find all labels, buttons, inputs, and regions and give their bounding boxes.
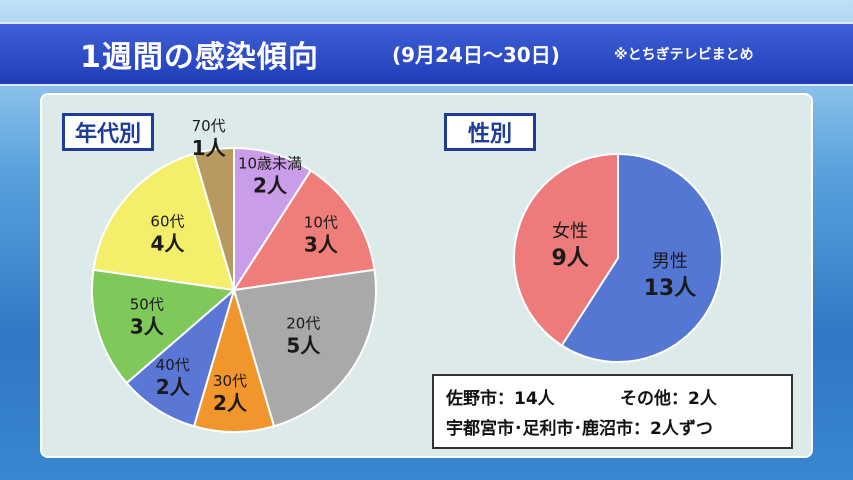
pie-value-label-0-3: 2人 (213, 391, 248, 415)
pie-value-label-0-0: 2人 (253, 174, 288, 198)
pie-value-label-1-1: 9人 (551, 246, 588, 271)
source-note: ※とちぎテレビまとめ (614, 47, 754, 63)
pie-value-label-0-7: 1人 (192, 136, 227, 160)
gender-chart-title: 性別 (444, 113, 536, 151)
pie-slice-0-3 (192, 286, 276, 433)
pie-slice-0-6 (92, 152, 236, 292)
pie-value-label-0-5: 3人 (130, 315, 165, 339)
pie-slice-0-1 (231, 169, 376, 292)
pie-slice-1-0 (560, 152, 723, 363)
pie-category-label-0-3: 30代 (213, 372, 247, 390)
pie-value-label-0-1: 3人 (304, 232, 339, 256)
pie-slice-1-1 (513, 152, 619, 347)
pie-slice-0-5 (91, 268, 237, 385)
pie-category-label-0-0: 10歳未満 (238, 155, 302, 173)
pie-slice-0-2 (232, 268, 377, 428)
pie-category-label-0-2: 20代 (286, 315, 320, 333)
city-summary-box: 佐野市：14人 その他：2人 宇都宮市･足利市･鹿沼市：2人ずつ (432, 374, 793, 449)
summary-cities: 宇都宮市･足利市･鹿沼市：2人ずつ (446, 419, 713, 439)
pie-value-label-0-4: 2人 (156, 375, 191, 399)
pie-value-label-0-6: 4人 (151, 231, 186, 255)
pie-slice-0-0 (233, 146, 313, 294)
summary-sano: 佐野市：14人 (446, 389, 555, 409)
pie-category-label-1-1: 女性 (552, 221, 588, 242)
summary-other: その他：2人 (620, 389, 717, 409)
pie-category-label-1-0: 男性 (652, 251, 688, 272)
pie-category-label-0-1: 10代 (304, 213, 338, 231)
title-bar: 1週間の感染傾向 (9月24日～30日) ※とちぎテレビまとめ (0, 22, 853, 86)
page-title: 1週間の感染傾向 (80, 40, 319, 75)
age-chart-title: 年代別 (62, 113, 154, 151)
pie-category-label-0-6: 60代 (150, 212, 184, 230)
pie-category-label-0-4: 40代 (156, 356, 190, 374)
pie-value-label-1-0: 13人 (644, 276, 697, 301)
date-range: (9月24日～30日) (392, 43, 560, 67)
pie-value-label-0-2: 5人 (286, 334, 321, 358)
pie-category-label-0-7: 70代 (192, 117, 226, 135)
pie-slice-0-7 (192, 146, 235, 291)
pie-slice-0-4 (125, 287, 236, 428)
pie-category-label-0-5: 50代 (130, 296, 164, 314)
